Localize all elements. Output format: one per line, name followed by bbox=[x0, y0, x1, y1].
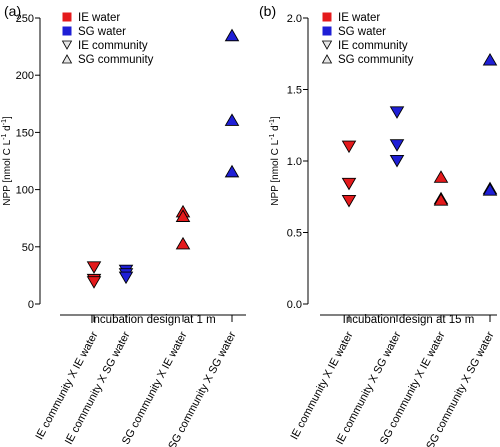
data-point bbox=[86, 276, 102, 289]
legend-label: IE community bbox=[338, 40, 408, 52]
y-axis-label-part: ] bbox=[270, 116, 281, 119]
y-tick-label: 1.5 bbox=[287, 85, 302, 97]
y-axis-label: NPP [nmol C L-1 d-1] bbox=[269, 116, 281, 206]
data-point bbox=[175, 209, 191, 222]
data-point bbox=[118, 271, 134, 285]
data-point bbox=[341, 177, 357, 191]
legend-label: IE water bbox=[78, 12, 120, 24]
legend-marker-triangle bbox=[61, 40, 73, 50]
legend-marker-square bbox=[62, 12, 72, 22]
y-axis-label-part: -1 bbox=[1, 119, 8, 125]
legend-label: IE water bbox=[338, 12, 380, 24]
y-axis-label-part: d bbox=[2, 125, 13, 133]
y-tick-label: 0.0 bbox=[287, 299, 302, 311]
x-axis-label: Incubation design at 1 m bbox=[90, 314, 215, 326]
legend-marker-triangle bbox=[321, 54, 333, 64]
y-axis-label-part: NPP [nmol C L bbox=[2, 139, 13, 205]
y-tick-label: 250 bbox=[16, 13, 34, 25]
data-point bbox=[433, 170, 449, 183]
y-axis-label-part: -1 bbox=[1, 133, 8, 139]
legend-label: IE community bbox=[78, 40, 148, 52]
legend-marker-square bbox=[322, 12, 332, 22]
y-tick-label: 0 bbox=[28, 299, 34, 311]
data-point bbox=[175, 236, 191, 250]
data-point bbox=[224, 28, 240, 42]
data-point bbox=[224, 113, 240, 126]
data-point bbox=[341, 194, 357, 208]
x-axis-label: Incubation design at 15 m bbox=[343, 314, 475, 326]
legend-marker-square bbox=[322, 26, 332, 36]
data-point bbox=[224, 164, 240, 178]
legend-marker-square bbox=[62, 26, 72, 36]
y-axis-label-part: d bbox=[270, 125, 281, 133]
data-point bbox=[389, 139, 405, 152]
panel-tag: (b) bbox=[259, 3, 276, 19]
y-tick-label: 0.5 bbox=[287, 228, 302, 240]
y-tick-label: 50 bbox=[22, 242, 34, 254]
legend-label: SG water bbox=[338, 26, 386, 38]
y-axis-label-part: ] bbox=[2, 116, 13, 119]
data-point bbox=[86, 261, 102, 274]
y-axis-label-part: -1 bbox=[269, 119, 276, 125]
data-point bbox=[482, 183, 498, 196]
legend-label: SG community bbox=[78, 54, 154, 66]
data-point bbox=[341, 140, 357, 154]
legend-label: SG water bbox=[78, 26, 126, 38]
y-axis-label-part: -1 bbox=[269, 133, 276, 139]
data-point bbox=[482, 52, 498, 66]
y-tick-label: 200 bbox=[16, 70, 34, 82]
y-tick-label: 1.0 bbox=[287, 156, 302, 168]
y-axis-label: NPP [nmol C L-1 d-1] bbox=[1, 116, 13, 206]
data-point bbox=[433, 193, 449, 206]
data-point bbox=[389, 106, 405, 119]
panel-tag: (a) bbox=[4, 3, 21, 19]
y-tick-label: 2.0 bbox=[287, 13, 302, 25]
legend-marker-triangle bbox=[61, 54, 73, 64]
data-point bbox=[389, 154, 405, 168]
legend-marker-triangle bbox=[321, 40, 333, 50]
legend-label: SG community bbox=[338, 54, 414, 66]
y-axis-label-part: NPP [nmol C L bbox=[270, 139, 281, 205]
y-tick-label: 150 bbox=[16, 127, 34, 139]
y-tick-label: 100 bbox=[16, 185, 34, 197]
